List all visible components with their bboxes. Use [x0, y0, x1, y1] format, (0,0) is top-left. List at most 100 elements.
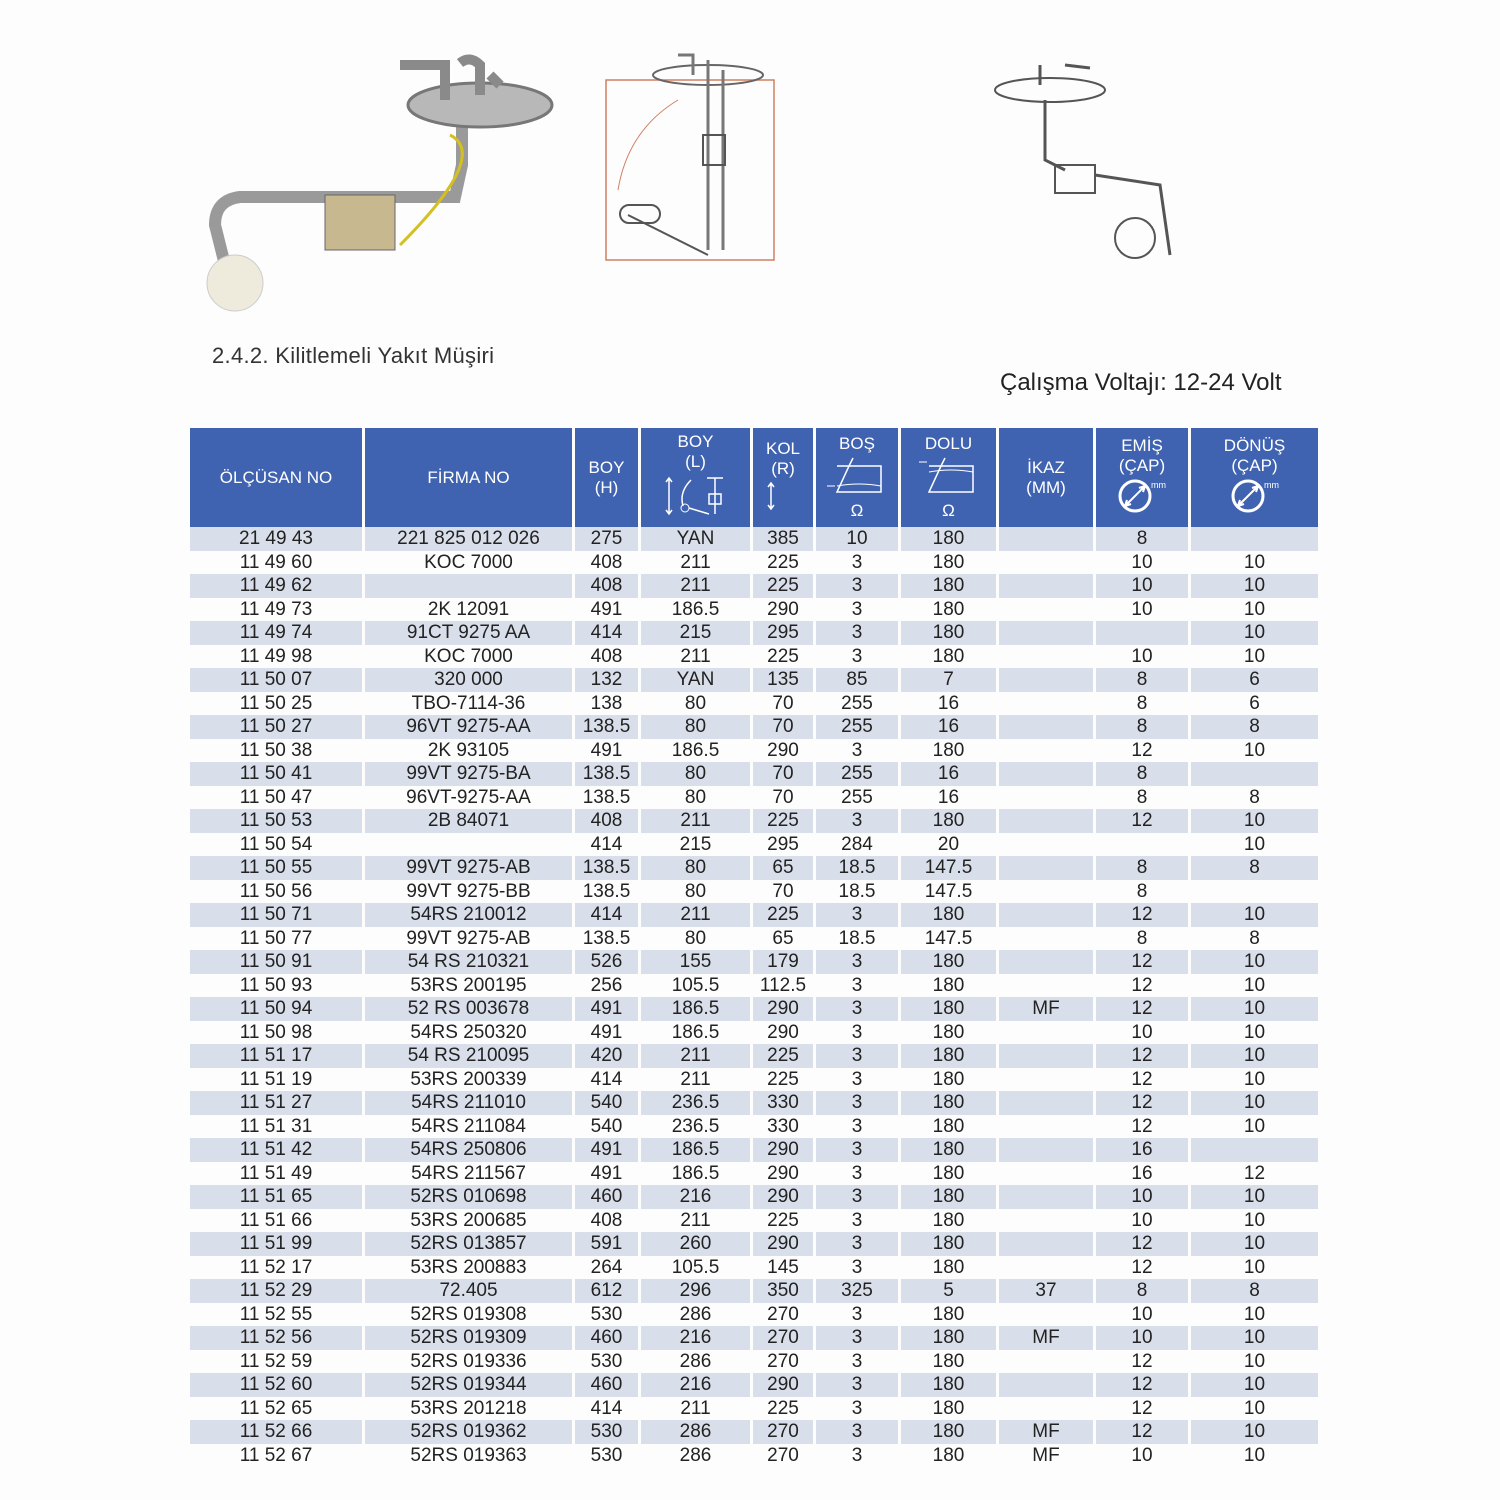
- table-cell: 211: [680, 645, 711, 667]
- column-header-sublabel: (R): [771, 459, 795, 478]
- table-cell: 180: [901, 1420, 996, 1444]
- table-cell: 180: [932, 645, 965, 667]
- table-cell: 211: [680, 1068, 711, 1090]
- table-cell: 180: [901, 1185, 996, 1209]
- table-cell: 70: [772, 786, 794, 808]
- column-header: İKAZ (MM): [999, 428, 1093, 527]
- table-cell: 10: [1191, 903, 1318, 927]
- table-cell: 540: [590, 1115, 623, 1137]
- table-cell: 3: [851, 1303, 863, 1325]
- table-cell: [999, 1068, 1093, 1092]
- column-header: DOLU Ω: [901, 428, 996, 527]
- table-cell: 180: [932, 1068, 965, 1090]
- table-cell: [999, 1044, 1093, 1068]
- column-header-sublabel: (L): [685, 452, 706, 471]
- table-cell: 3: [851, 1350, 863, 1372]
- table-cell: 16: [937, 786, 960, 808]
- table-cell: 225: [767, 551, 799, 573]
- table-cell: 290: [753, 1232, 813, 1256]
- table-cell: 10: [1191, 950, 1318, 974]
- float-arm-diagram-icon: [661, 472, 731, 523]
- table-cell: 12: [1131, 1115, 1153, 1137]
- operating-voltage: Çalışma Voltajı: 12-24 Volt: [1000, 369, 1282, 396]
- table-cell: 91CT 9275 AA: [365, 621, 572, 645]
- table-cell: 138.5: [582, 786, 631, 808]
- column-header: KOL (R): [753, 428, 813, 527]
- table-cell: 10: [1096, 574, 1188, 598]
- table-cell: 211: [641, 809, 750, 833]
- table-cell: 11 50 25: [239, 692, 313, 714]
- table-cell: 12: [1096, 950, 1188, 974]
- table-cell: 138.5: [575, 715, 638, 739]
- table-cell: 290: [767, 739, 799, 761]
- table-cell: 80: [641, 762, 750, 786]
- column-header-label: DOLU: [924, 434, 973, 453]
- table-cell: 530: [575, 1420, 638, 1444]
- table-cell: 80: [684, 927, 707, 949]
- table-cell: 180: [901, 903, 996, 927]
- svg-text:mm: mm: [1264, 480, 1279, 490]
- table-cell: 540: [575, 1091, 638, 1115]
- table-row: 11 49 98 KOC 7000 408 211 225 3 180 10 10: [190, 645, 1322, 669]
- table-cell: 256: [590, 974, 623, 996]
- table-cell: 225: [753, 1044, 813, 1068]
- table-cell: 54RS 211567: [411, 1162, 526, 1184]
- table-cell: 16: [901, 762, 996, 786]
- table-cell: 10: [1243, 1209, 1266, 1231]
- table-cell: YAN: [641, 527, 750, 551]
- table-cell: 54RS 210012: [365, 903, 572, 927]
- table-cell: 85: [816, 668, 898, 692]
- column-header: ÖLÇÜSAN NO: [190, 428, 362, 527]
- table-cell: 3: [816, 1138, 898, 1162]
- table-cell: 11 49 98: [239, 645, 313, 667]
- table-row: 11 51 31 54RS 211084 540 236.5 330 3 180 12 10: [190, 1115, 1322, 1139]
- table-cell: 221 825 012 026: [365, 527, 572, 551]
- table-cell: 286: [679, 1444, 712, 1466]
- column-header-label: DÖNÜŞ: [1223, 436, 1286, 455]
- column-header: BOY (H): [575, 428, 638, 527]
- fuel-sender-dimension-drawing: [605, 53, 775, 261]
- table-cell: [999, 1091, 1093, 1115]
- table-cell: YAN: [641, 668, 750, 692]
- table-cell: 7: [901, 668, 996, 692]
- column-header-label: BOŞ: [839, 434, 875, 453]
- table-cell: 295: [767, 833, 799, 855]
- table-cell: 530: [590, 1303, 623, 1325]
- table-cell: 12: [1131, 739, 1153, 761]
- table-row: 11 52 67 52RS 019363 530 286 270 3 180 MF 10 10: [190, 1444, 1322, 1468]
- table-cell: 11 50 54: [239, 833, 313, 855]
- column-header-label: BOY: [588, 457, 625, 477]
- column-header: EMİŞ (ÇAP) mm: [1096, 428, 1188, 527]
- table-cell: [999, 1373, 1093, 1397]
- table-cell: 270: [767, 1444, 799, 1466]
- table-cell: 8: [1136, 880, 1148, 902]
- table-cell: 11 51 65: [190, 1185, 362, 1209]
- table-cell: 10: [1243, 833, 1266, 855]
- table-row: 11 50 41 99VT 9275-BA 138.5 80 70 255 16 8: [190, 762, 1322, 786]
- table-row: 11 49 74 91CT 9275 AA 414 215 295 3 180 10: [190, 621, 1322, 645]
- table-cell: 408: [590, 645, 623, 667]
- table-cell: 2K 12091: [427, 598, 510, 620]
- table-cell: 255: [841, 692, 873, 714]
- table-cell: 286: [641, 1420, 750, 1444]
- table-cell: 180: [932, 1115, 965, 1137]
- table-cell: 180: [932, 551, 965, 573]
- table-cell: 290: [767, 598, 799, 620]
- table-cell: [999, 1232, 1093, 1256]
- table-cell: 460: [575, 1326, 638, 1350]
- table-cell: 186.5: [641, 1138, 750, 1162]
- table-cell: 408: [575, 574, 638, 598]
- table-cell: 186.5: [671, 1021, 720, 1043]
- table-cell: MF: [999, 997, 1093, 1021]
- table-cell: 12: [1131, 1256, 1153, 1278]
- table-cell: 10: [1131, 1209, 1153, 1231]
- table-cell: 11 52 55: [239, 1303, 313, 1325]
- table-cell: 12: [1131, 1350, 1153, 1372]
- table-cell: 145: [767, 1256, 799, 1278]
- table-cell: 10: [1191, 1185, 1318, 1209]
- table-cell: [999, 1115, 1093, 1139]
- table-cell: 284: [841, 833, 873, 855]
- table-cell: [1096, 833, 1188, 857]
- table-cell: [999, 715, 1093, 739]
- table-cell: 52RS 019344: [365, 1373, 572, 1397]
